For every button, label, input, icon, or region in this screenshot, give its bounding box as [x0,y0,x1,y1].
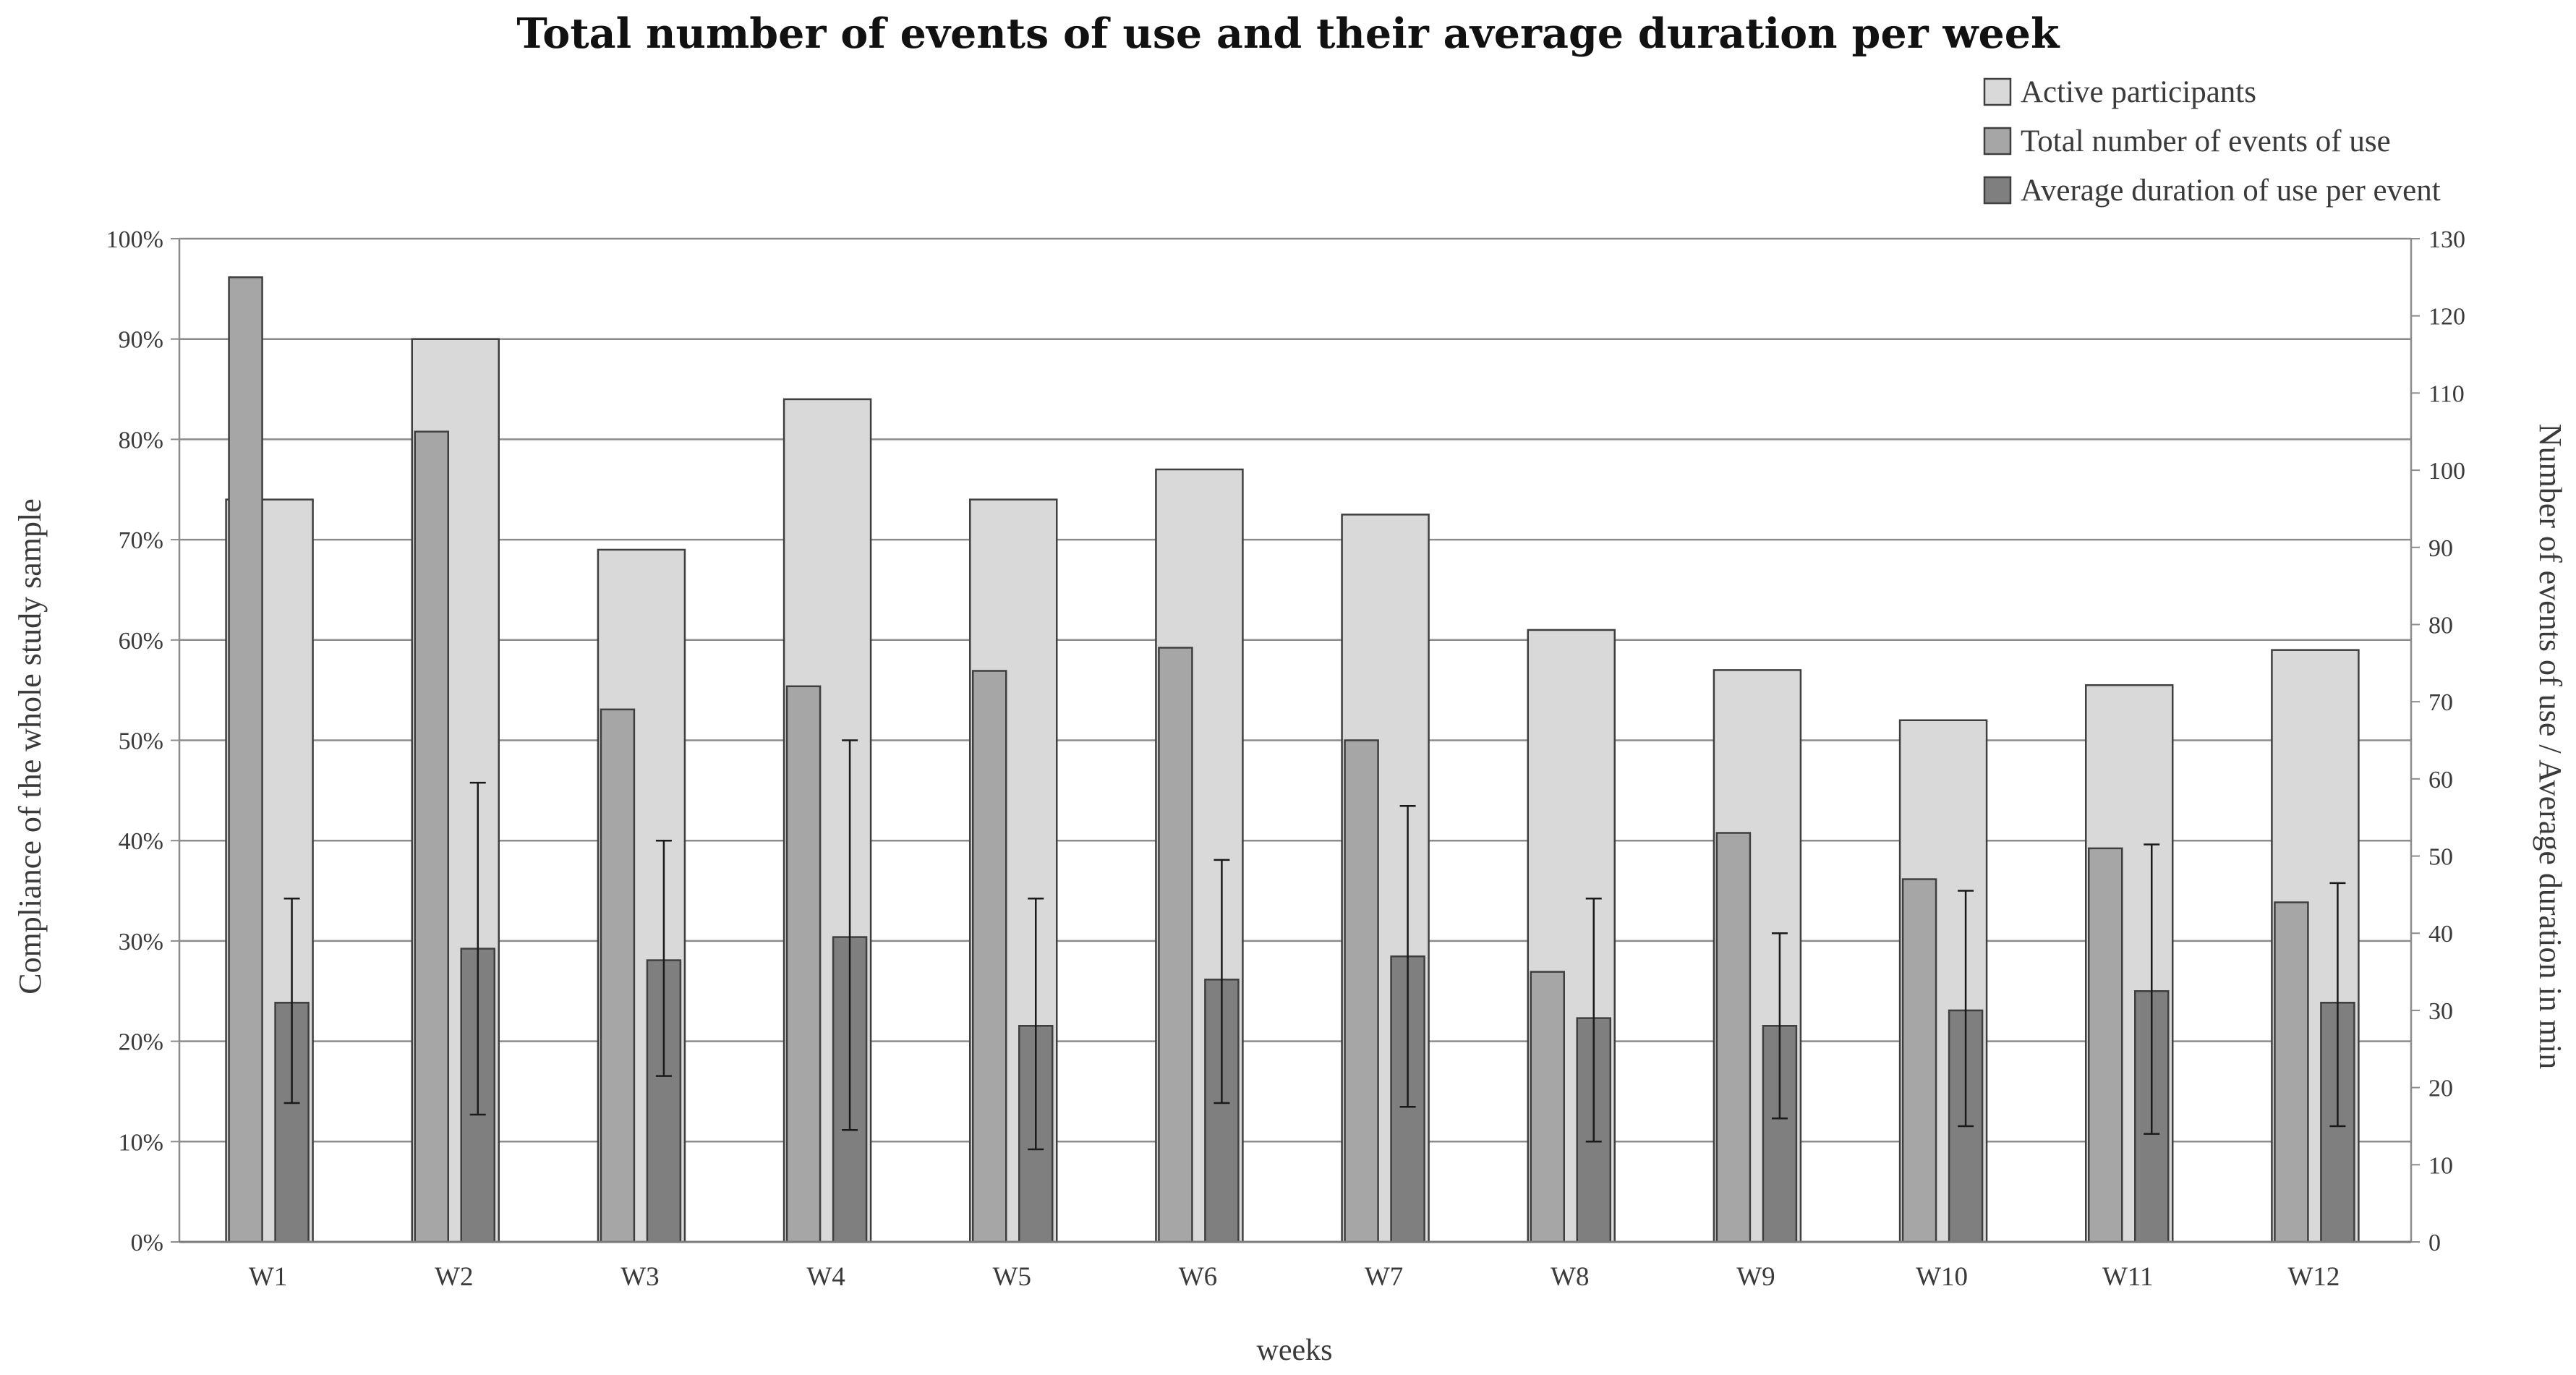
bar-total-events [2089,848,2122,1242]
right-tick-label: 20 [2428,1076,2453,1102]
legend: Active participants Total number of event… [1984,75,2441,208]
x-tick-label: W4 [806,1262,845,1292]
bar-total-events [1345,741,1378,1243]
left-tick-label: 90% [119,327,163,354]
left-tick-label: 0% [131,1230,163,1256]
legend-label: Total number of events of use [2021,124,2391,158]
bar-total-events [601,710,634,1242]
x-tick-label: W9 [1736,1262,1775,1292]
left-tick-label: 100% [106,226,163,253]
x-axis-title: weeks [1257,1334,1333,1367]
left-tick-label: 80% [119,427,163,454]
right-tick-label: 130 [2428,226,2465,253]
right-tick-label: 70 [2428,689,2453,716]
left-axis-title: Compliance of the whole study sample [12,498,48,995]
bar-total-events [415,432,448,1242]
left-tick-label: 30% [119,929,163,955]
x-tick-label: W6 [1179,1262,1217,1292]
bar-total-events [1903,880,1936,1242]
right-tick-label: 100 [2428,458,2465,485]
left-tick-label: 10% [119,1129,163,1156]
right-tick-label: 90 [2428,535,2453,562]
x-tick-label: W8 [1551,1262,1589,1292]
right-tick-label: 40 [2428,921,2453,948]
x-tick-label: W2 [435,1262,473,1292]
right-tick-label: 10 [2428,1152,2453,1179]
left-tick-label: 20% [119,1029,163,1056]
right-axis-title: Number of events of use / Average durati… [2533,424,2568,1069]
legend-label: Active participants [2021,75,2256,109]
legend-swatch [1984,79,2010,105]
x-tick-label: W12 [2287,1262,2340,1292]
chart-title: Total number of events of use and their … [516,9,2060,58]
left-tick-label: 50% [119,728,163,755]
right-tick-label: 0 [2428,1230,2441,1256]
right-tick-label: 110 [2428,380,2465,407]
x-tick-label: W11 [2102,1262,2154,1292]
right-tick-label: 120 [2428,304,2465,331]
bar-total-events [229,277,263,1242]
bar-total-events [787,686,820,1242]
bar-total-events [1717,833,1750,1242]
left-tick-label: 60% [119,628,163,655]
legend-swatch [1984,177,2010,203]
bar-total-events [1159,647,1192,1242]
legend-swatch [1984,128,2010,154]
chart: Total number of events of use and their … [0,0,2576,1375]
bar-total-events [2274,903,2308,1242]
bar-total-events [1531,972,1564,1242]
bars [226,277,2359,1242]
x-tick-label: W7 [1365,1262,1403,1292]
right-tick-label: 80 [2428,612,2453,639]
x-tick-label: W3 [620,1262,659,1292]
legend-label: Average duration of use per event [2021,174,2441,208]
x-tick-label: W10 [1916,1262,1968,1292]
x-tick-label: W5 [993,1262,1031,1292]
right-tick-label: 50 [2428,844,2453,871]
x-tick-label: W1 [249,1262,287,1292]
right-tick-label: 30 [2428,998,2453,1025]
left-tick-label: 70% [119,527,163,554]
bar-total-events [973,671,1006,1242]
left-tick-label: 40% [119,828,163,855]
right-tick-label: 60 [2428,767,2453,793]
gridlines [179,239,2411,1141]
